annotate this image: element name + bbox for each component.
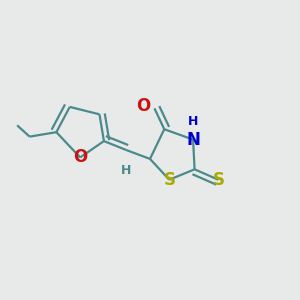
Text: H: H — [121, 164, 131, 177]
Text: H: H — [188, 115, 198, 128]
Text: O: O — [73, 148, 87, 166]
Text: O: O — [136, 97, 150, 115]
Text: S: S — [212, 171, 224, 189]
Text: N: N — [186, 130, 200, 148]
Text: S: S — [163, 171, 175, 189]
